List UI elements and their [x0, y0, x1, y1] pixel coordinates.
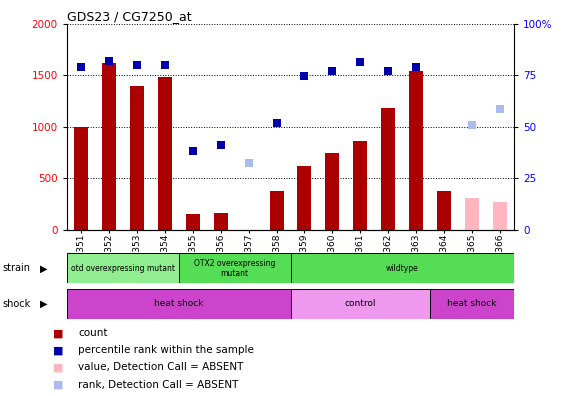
Bar — [67, 289, 290, 319]
Bar — [186, 214, 200, 230]
Bar — [465, 198, 479, 230]
Text: heat shock: heat shock — [154, 299, 203, 308]
Text: heat shock: heat shock — [447, 299, 497, 308]
Bar — [290, 253, 514, 283]
Text: GDS23 / CG7250_at: GDS23 / CG7250_at — [67, 10, 192, 23]
Bar — [214, 213, 228, 230]
Text: rank, Detection Call = ABSENT: rank, Detection Call = ABSENT — [78, 380, 239, 390]
Bar — [353, 141, 367, 230]
Text: value, Detection Call = ABSENT: value, Detection Call = ABSENT — [78, 362, 244, 373]
Text: ■: ■ — [53, 362, 63, 373]
Bar — [290, 289, 431, 319]
Bar — [130, 86, 144, 230]
Bar — [297, 166, 311, 230]
Bar — [179, 253, 290, 283]
Bar — [431, 289, 514, 319]
Bar — [381, 108, 395, 230]
Bar — [437, 190, 451, 230]
Text: control: control — [345, 299, 376, 308]
Bar — [325, 153, 339, 230]
Text: strain: strain — [3, 263, 31, 273]
Text: ■: ■ — [53, 328, 63, 338]
Text: count: count — [78, 328, 108, 338]
Text: shock: shock — [3, 299, 31, 309]
Text: percentile rank within the sample: percentile rank within the sample — [78, 345, 254, 355]
Bar — [270, 190, 284, 230]
Text: ■: ■ — [53, 380, 63, 390]
Bar — [493, 202, 507, 230]
Bar — [74, 127, 88, 230]
Text: ▶: ▶ — [40, 299, 47, 309]
Text: wildtype: wildtype — [386, 264, 419, 273]
Text: otd overexpressing mutant: otd overexpressing mutant — [71, 264, 175, 273]
Bar — [157, 77, 171, 230]
Bar — [67, 253, 179, 283]
Text: OTX2 overexpressing
mutant: OTX2 overexpressing mutant — [194, 259, 275, 278]
Bar — [102, 63, 116, 230]
Text: ■: ■ — [53, 345, 63, 355]
Bar — [410, 71, 424, 230]
Text: ▶: ▶ — [40, 263, 47, 273]
